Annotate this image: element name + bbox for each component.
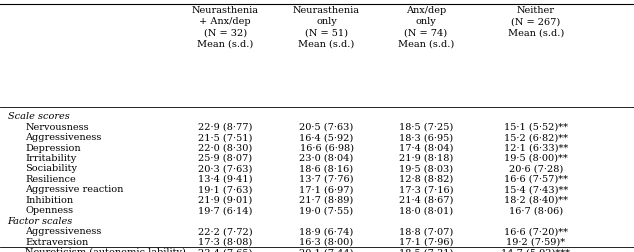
Text: 21·7 (8·89): 21·7 (8·89) [299,196,354,205]
Text: Neurasthenia
only
(N = 51)
Mean (s.d.): Neurasthenia only (N = 51) Mean (s.d.) [293,6,360,49]
Text: 18·2 (8·40)**: 18·2 (8·40)** [504,196,567,205]
Text: 17·4 (8·04): 17·4 (8·04) [399,143,453,152]
Text: 19·5 (8·00)**: 19·5 (8·00)** [504,154,567,163]
Text: Resilience: Resilience [25,175,76,184]
Text: Factor scales: Factor scales [8,217,73,226]
Text: 22·9 (8·77): 22·9 (8·77) [198,122,252,132]
Text: 21·5 (7·51): 21·5 (7·51) [198,133,252,142]
Text: 18·9 (6·74): 18·9 (6·74) [299,227,354,236]
Text: 13·7 (7·76): 13·7 (7·76) [299,175,354,184]
Text: Aggressive reaction: Aggressive reaction [25,185,124,194]
Text: 22·2 (7·72): 22·2 (7·72) [198,227,252,236]
Text: Scale scores: Scale scores [8,112,69,121]
Text: 15·4 (7·43)**: 15·4 (7·43)** [503,185,568,194]
Text: 19·2 (7·59)*: 19·2 (7·59)* [506,238,566,247]
Text: Neither
(N = 267)
Mean (s.d.): Neither (N = 267) Mean (s.d.) [508,6,564,38]
Text: Inhibition: Inhibition [25,196,74,205]
Text: 25·9 (8·07): 25·9 (8·07) [198,154,252,163]
Text: 17·3 (7·16): 17·3 (7·16) [399,185,453,194]
Text: 18·3 (6·95): 18·3 (6·95) [399,133,453,142]
Text: 12·1 (6·33)**: 12·1 (6·33)** [503,143,568,152]
Text: 18·6 (8·16): 18·6 (8·16) [299,164,354,173]
Text: 20·3 (7·63): 20·3 (7·63) [198,164,252,173]
Text: 17·1 (6·97): 17·1 (6·97) [299,185,354,194]
Text: 13·4 (9·41): 13·4 (9·41) [198,175,252,184]
Text: 16·7 (8·06): 16·7 (8·06) [508,206,563,215]
Text: 16·6 (7·20)**: 16·6 (7·20)** [504,227,567,236]
Text: 17·1 (7·96): 17·1 (7·96) [399,238,453,247]
Text: 23·0 (8·04): 23·0 (8·04) [299,154,354,163]
Text: 20·1 (7·44): 20·1 (7·44) [299,248,354,252]
Text: Irritability: Irritability [25,154,77,163]
Text: Neurasthenia
+ Anx/dep
(N = 32)
Mean (s.d.): Neurasthenia + Anx/dep (N = 32) Mean (s.… [191,6,259,49]
Text: 17·3 (8·08): 17·3 (8·08) [198,238,252,247]
Text: 18·0 (8·01): 18·0 (8·01) [399,206,453,215]
Text: 16·4 (5·92): 16·4 (5·92) [299,133,354,142]
Text: Anx/dep
only
(N = 74)
Mean (s.d.): Anx/dep only (N = 74) Mean (s.d.) [398,6,454,49]
Text: 20·6 (7·28): 20·6 (7·28) [508,164,563,173]
Text: 18·5 (7·31): 18·5 (7·31) [399,248,453,252]
Text: Openness: Openness [25,206,74,215]
Text: 14·7 (5·92)***: 14·7 (5·92)*** [501,248,570,252]
Text: 18·8 (7·07): 18·8 (7·07) [399,227,453,236]
Text: Aggressiveness: Aggressiveness [25,227,101,236]
Text: 15·2 (6·82)**: 15·2 (6·82)** [504,133,567,142]
Text: Nervousness: Nervousness [25,122,89,132]
Text: 12·8 (8·82): 12·8 (8·82) [399,175,453,184]
Text: 15·1 (5·52)**: 15·1 (5·52)** [504,122,567,132]
Text: 21·9 (8·18): 21·9 (8·18) [399,154,453,163]
Text: 22·0 (8·30): 22·0 (8·30) [198,143,252,152]
Text: 19·5 (8·03): 19·5 (8·03) [399,164,453,173]
Text: Extraversion: Extraversion [25,238,89,247]
Text: 19·1 (7·63): 19·1 (7·63) [198,185,252,194]
Text: Aggressiveness: Aggressiveness [25,133,101,142]
Text: 16·3 (8·00): 16·3 (8·00) [299,238,354,247]
Text: Depression: Depression [25,143,81,152]
Text: 19·7 (6·14): 19·7 (6·14) [198,206,252,215]
Text: Sociability: Sociability [25,164,77,173]
Text: Neuroticism (autonomic lability): Neuroticism (autonomic lability) [25,248,186,252]
Text: 16·6 (7·57)**: 16·6 (7·57)** [504,175,567,184]
Text: 16·6 (6·98): 16·6 (6·98) [299,143,354,152]
Text: 23·4 (7·65): 23·4 (7·65) [198,248,252,252]
Text: 21·9 (9·01): 21·9 (9·01) [198,196,252,205]
Text: 21·4 (8·67): 21·4 (8·67) [399,196,453,205]
Text: 18·5 (7·25): 18·5 (7·25) [399,122,453,132]
Text: 19·0 (7·55): 19·0 (7·55) [299,206,354,215]
Text: 20·5 (7·63): 20·5 (7·63) [299,122,354,132]
